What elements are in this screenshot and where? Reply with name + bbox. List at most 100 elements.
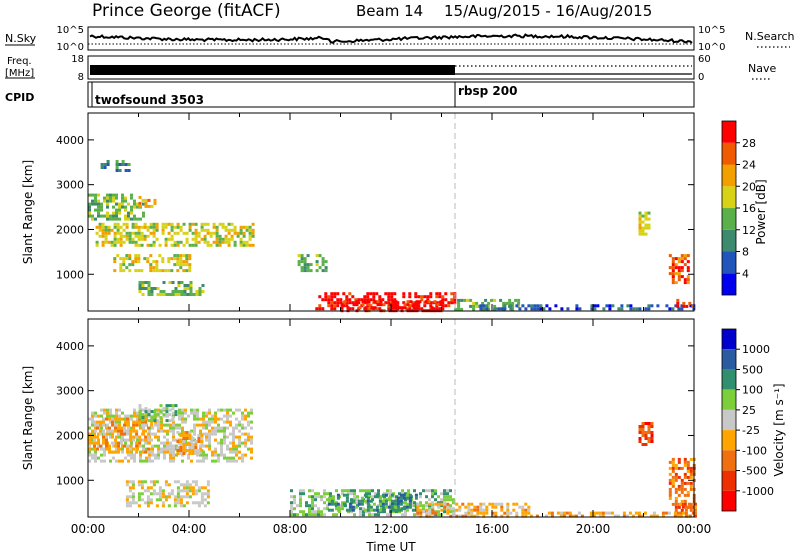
power-cell [189, 293, 193, 296]
power-cell [351, 307, 355, 311]
velocity-cell [105, 447, 108, 451]
velocity-cell [668, 466, 672, 470]
velocity-cell [173, 504, 177, 508]
velocity-cell [176, 452, 180, 455]
velocity-cell [109, 432, 112, 436]
velocity-cell [598, 511, 602, 515]
velocity-cell [142, 426, 145, 430]
velocity-cell [327, 496, 331, 500]
velocity-cell [96, 420, 99, 424]
power-cell [590, 307, 594, 311]
power-cell [182, 263, 186, 267]
velocity-cell [449, 489, 452, 493]
power-cell [185, 269, 189, 273]
velocity-cell [372, 502, 376, 506]
velocity-cell [677, 475, 681, 479]
velocity-cell [175, 453, 178, 457]
velocity-cell [172, 429, 175, 433]
velocity-cell [360, 496, 364, 500]
power-cell [632, 307, 636, 311]
power-cell [644, 217, 648, 221]
power-ytick-label: 4000 [56, 134, 84, 147]
velocity-cell [202, 414, 205, 418]
power-cell [602, 307, 606, 311]
power-cell [248, 228, 252, 232]
velocity-cell [559, 514, 563, 518]
velocity-cell [217, 453, 220, 457]
power-cell [179, 257, 183, 261]
power-cell [505, 301, 509, 305]
power-cell [130, 193, 133, 197]
power-cell [167, 260, 171, 264]
power-cell [402, 295, 406, 299]
velocity-cell [144, 435, 148, 439]
velocity-cell [96, 423, 99, 427]
velocity-cell [683, 502, 687, 506]
velocity-colorbar-label-value: 25 [742, 404, 756, 417]
velocity-cell [290, 501, 293, 505]
velocity-cell [194, 440, 198, 443]
velocity-cell [485, 508, 489, 512]
power-cell [680, 307, 684, 311]
velocity-cell [179, 495, 183, 499]
velocity-cell [323, 495, 326, 499]
velocity-cell [244, 417, 247, 421]
velocity-cell [182, 431, 186, 434]
velocity-cell [350, 489, 353, 493]
power-cell [351, 301, 355, 305]
velocity-cell [302, 492, 305, 496]
velocity-cell [161, 495, 165, 499]
velocity-cell [375, 493, 379, 497]
power-cell [511, 307, 515, 311]
power-cell [575, 304, 579, 308]
power-cell [128, 269, 132, 273]
power-cell [638, 232, 642, 236]
power-cell [680, 257, 684, 261]
power-cell [174, 287, 178, 290]
power-colorbar-swatch [722, 121, 736, 143]
velocity-cell [589, 514, 593, 518]
power-cell [683, 257, 687, 261]
velocity-cell [163, 441, 166, 445]
power-cell [116, 237, 120, 241]
velocity-cell [347, 489, 350, 493]
velocity-cell [290, 504, 293, 508]
velocity-cell [94, 453, 97, 457]
velocity-cell [88, 459, 91, 463]
velocity-cell [314, 498, 317, 502]
velocity-cell [381, 505, 385, 509]
velocity-cell [223, 456, 226, 460]
power-cell [324, 295, 328, 299]
velocity-cell [120, 441, 123, 445]
power-cell [441, 301, 445, 305]
velocity-cell [220, 426, 223, 430]
velocity-cell [157, 423, 160, 427]
velocity-cell [652, 511, 656, 515]
velocity-cell [173, 501, 177, 505]
velocity-cell [176, 489, 180, 493]
velocity-cell [97, 432, 100, 436]
power-cell [171, 281, 175, 284]
velocity-cell [214, 447, 217, 451]
velocity-cell [371, 495, 374, 499]
velocity-cell [211, 420, 214, 424]
velocity-cell [220, 453, 223, 457]
power-cell [343, 300, 347, 304]
power-cell [227, 237, 231, 241]
velocity-colorbar-swatch [722, 450, 736, 471]
power-cell [170, 222, 174, 226]
velocity-cell [181, 411, 184, 415]
velocity-patch [125, 480, 210, 508]
velocity-ytick-label: 2000 [56, 429, 84, 442]
velocity-cell [181, 417, 184, 421]
power-cell [686, 260, 690, 264]
power-cell [409, 300, 413, 304]
velocity-cell [308, 507, 311, 511]
velocity-cell [565, 511, 569, 515]
velocity-cell [158, 498, 162, 502]
velocity-cell [181, 414, 184, 418]
power-cell [390, 295, 394, 299]
velocity-cell [166, 429, 169, 433]
power-cell [503, 304, 507, 308]
velocity-cell [647, 422, 651, 425]
